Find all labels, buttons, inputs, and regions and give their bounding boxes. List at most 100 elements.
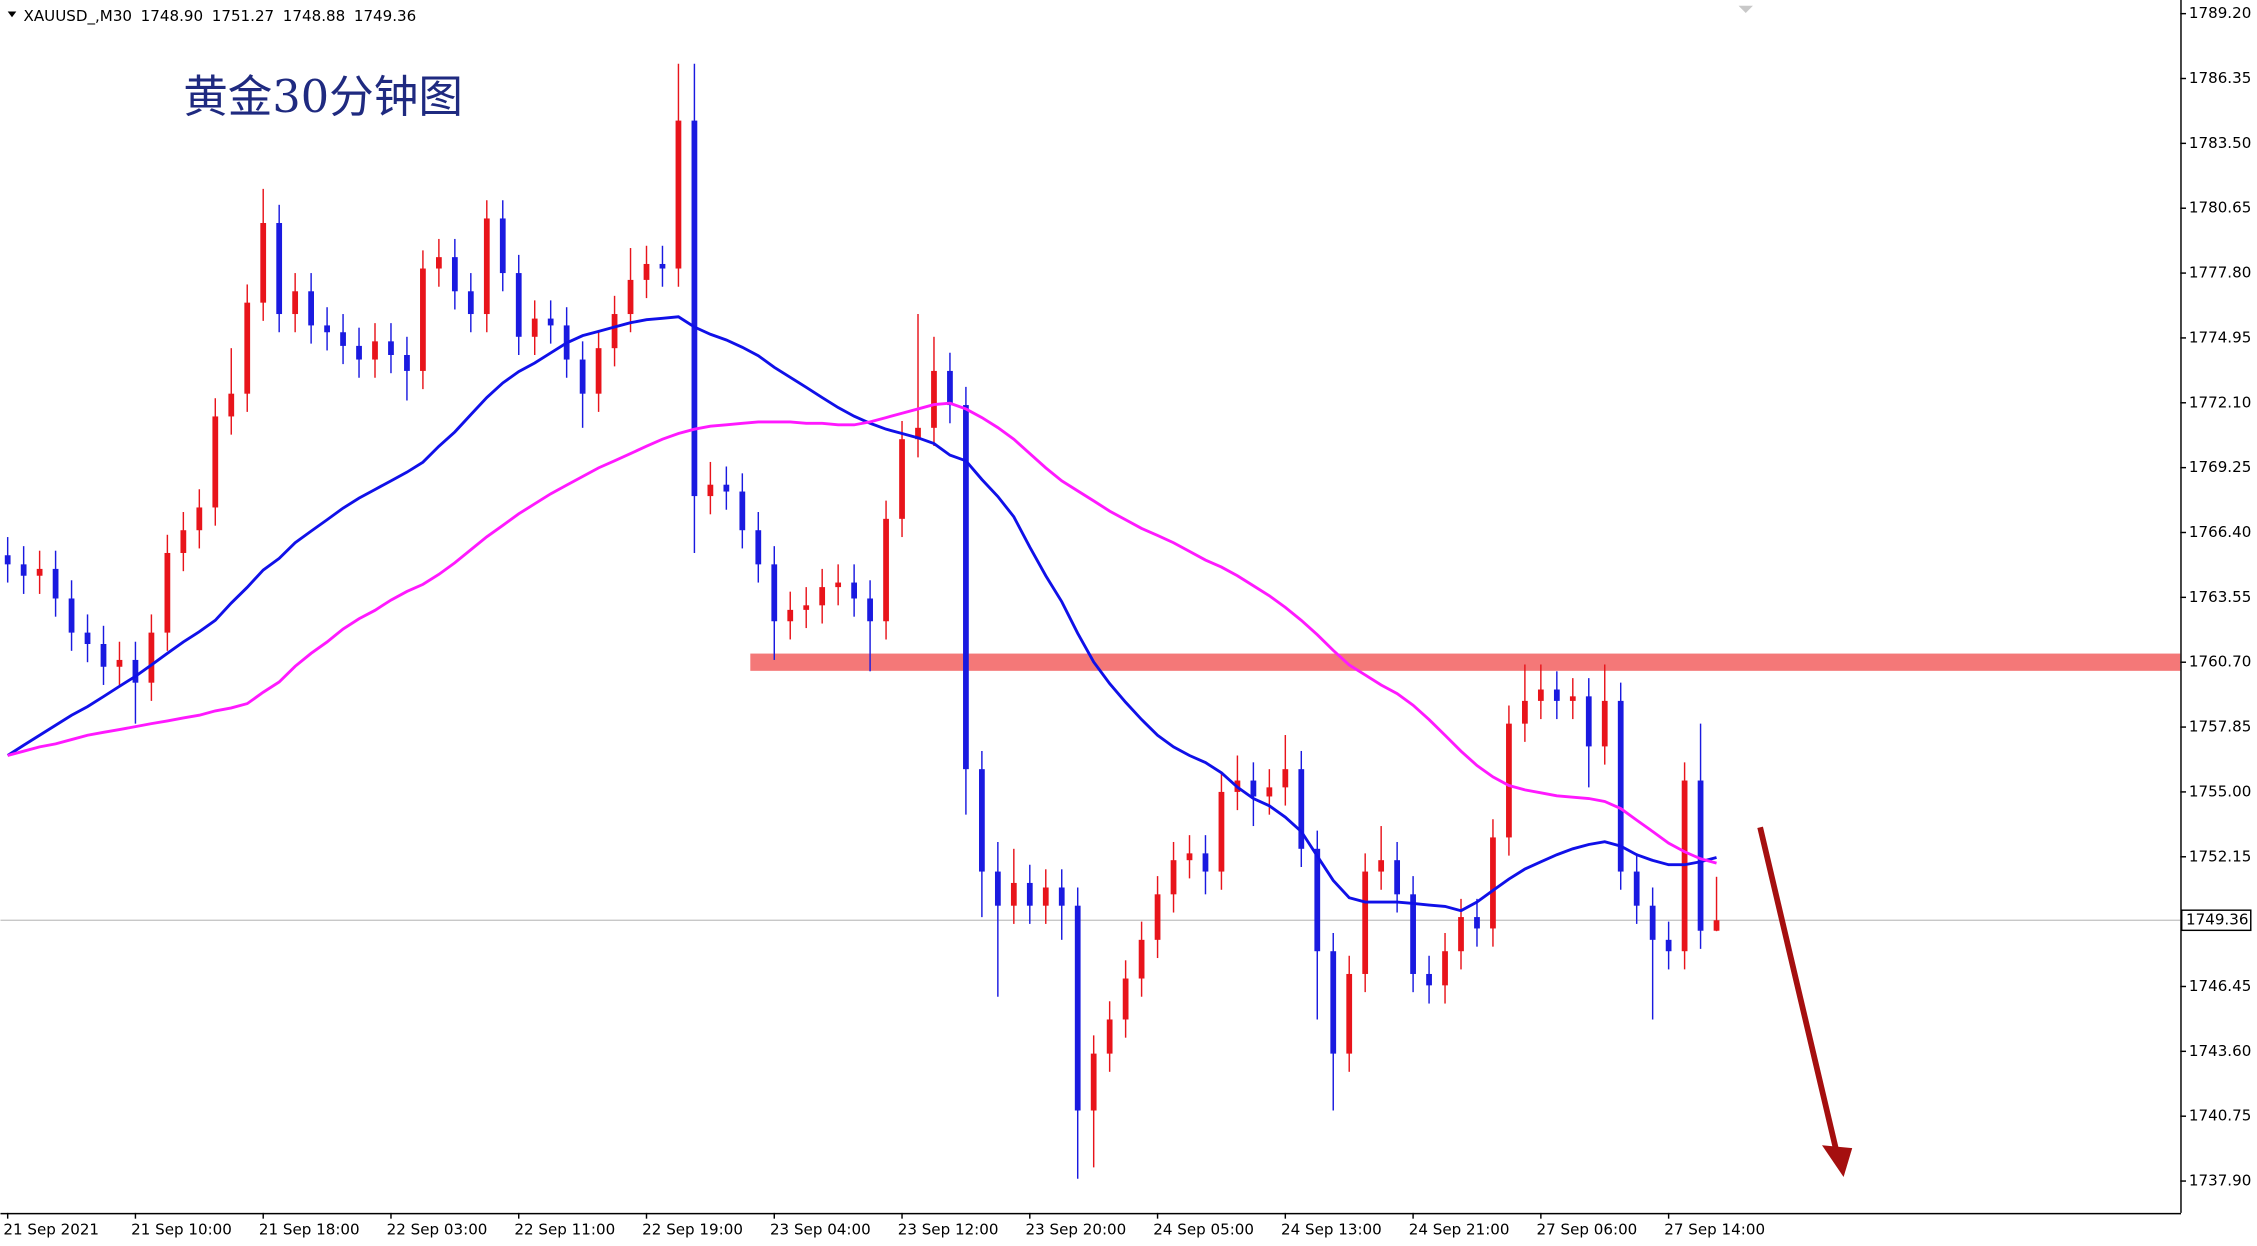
x-tick-label: 21 Sep 10:00 — [131, 1221, 232, 1239]
x-tick-label: 22 Sep 11:00 — [514, 1221, 615, 1239]
x-tick-label: 22 Sep 19:00 — [642, 1221, 743, 1239]
candle-body — [1250, 780, 1257, 797]
candle-body — [1553, 689, 1560, 701]
candle-body — [835, 582, 842, 588]
candle-body — [803, 605, 810, 610]
candle-body — [404, 354, 410, 371]
x-tick-label: 24 Sep 21:00 — [1409, 1221, 1510, 1239]
resistance-zone — [750, 653, 2181, 671]
chart-header: XAUUSD_,M30 1748.90 1751.27 1748.88 1749.36 — [24, 6, 417, 25]
candle-body — [931, 370, 937, 428]
price-tag — [2180, 909, 2252, 932]
candle-body — [4, 555, 11, 565]
candle-body — [1106, 1019, 1113, 1054]
candle-body — [755, 530, 762, 565]
candle-body — [228, 393, 235, 417]
candle-body — [436, 257, 442, 269]
moving-average-line — [7, 401, 1717, 865]
candle-body — [994, 871, 1001, 906]
candle-body — [84, 632, 91, 645]
candle-body — [659, 263, 666, 269]
trend-arrow — [1757, 826, 1853, 1177]
candle-body — [1713, 920, 1720, 931]
candle-body — [308, 291, 314, 326]
candle-body — [212, 416, 219, 508]
candle-body — [643, 263, 650, 280]
candle-body — [260, 223, 267, 303]
chart-title: 黄金30分钟图 — [183, 71, 463, 123]
candle-body — [1394, 860, 1401, 895]
candle-body — [819, 587, 826, 606]
header-ohlc: 1748.90 — [141, 6, 203, 24]
price-tag-label: 1749.36 — [2186, 911, 2248, 929]
x-tick-label: 24 Sep 13:00 — [1281, 1221, 1382, 1239]
candle-body — [324, 325, 330, 333]
y-tick-label: 1737.90 — [2189, 1172, 2251, 1190]
candle-body — [611, 314, 618, 349]
candle-body — [595, 348, 602, 394]
candle-body — [180, 530, 187, 553]
candle-body — [1617, 700, 1624, 872]
candle-body — [627, 279, 634, 315]
header-ohlc: 1748.88 — [283, 6, 345, 24]
candle-body — [1362, 871, 1369, 974]
candle-body — [1458, 917, 1464, 952]
candle-body — [1138, 939, 1145, 979]
candle-body — [451, 257, 458, 292]
x-tick-label: 23 Sep 20:00 — [1025, 1221, 1126, 1239]
candle-body — [1633, 871, 1640, 906]
candle-body — [1202, 853, 1209, 872]
candle-body — [883, 518, 889, 622]
candle-body — [1090, 1053, 1097, 1111]
candle-body — [1010, 882, 1017, 906]
y-tick-label: 1789.20 — [2189, 4, 2251, 22]
y-tick-label: 1746.45 — [2189, 977, 2251, 995]
x-tick-label: 24 Sep 05:00 — [1153, 1221, 1254, 1239]
candle-body — [196, 507, 203, 531]
plot-area — [0, 63, 2181, 1179]
y-tick-label: 1783.50 — [2189, 134, 2251, 152]
candle-body — [1569, 696, 1576, 701]
candle-body — [1537, 689, 1544, 701]
arrow-shaft — [1757, 826, 1840, 1152]
candle-body — [1154, 894, 1161, 940]
candle-body — [164, 552, 171, 633]
candle-body — [1506, 723, 1512, 838]
candle-body — [723, 484, 730, 492]
y-tick-label: 1743.60 — [2189, 1042, 2251, 1060]
candle-body — [1218, 791, 1225, 872]
candle-body — [1601, 700, 1608, 747]
candle-body — [244, 302, 251, 394]
candle-body — [579, 359, 586, 394]
candle-body — [100, 644, 107, 667]
y-tick-label: 1755.00 — [2189, 782, 2251, 800]
candle-body — [340, 332, 346, 346]
candle-body — [292, 291, 299, 315]
candle-body — [867, 598, 873, 622]
candle-body — [388, 341, 394, 355]
candle-body — [1298, 769, 1305, 849]
y-tick-label: 1777.80 — [2189, 264, 2251, 282]
candle-body — [1026, 882, 1033, 906]
candle-body — [691, 120, 698, 497]
y-tick-label: 1774.95 — [2189, 328, 2251, 346]
candle-body — [947, 370, 953, 406]
candle-body — [483, 218, 490, 315]
candle-body — [1410, 894, 1416, 974]
x-tick-label: 27 Sep 06:00 — [1537, 1221, 1638, 1239]
candle-body — [1330, 951, 1337, 1054]
y-tick-label: 1763.55 — [2189, 588, 2251, 606]
candle-body — [68, 598, 75, 633]
candle-body — [420, 268, 426, 371]
candle-body — [467, 291, 474, 315]
candle-body — [979, 769, 985, 872]
candle-body — [20, 564, 27, 576]
candle-body — [1042, 887, 1049, 906]
candle-body — [1490, 837, 1496, 929]
candle-body — [276, 223, 283, 315]
arrow-head — [1822, 1145, 1853, 1177]
candle-body — [1058, 887, 1065, 906]
candle-body — [1426, 973, 1432, 986]
y-tick-label: 1757.85 — [2189, 718, 2251, 736]
